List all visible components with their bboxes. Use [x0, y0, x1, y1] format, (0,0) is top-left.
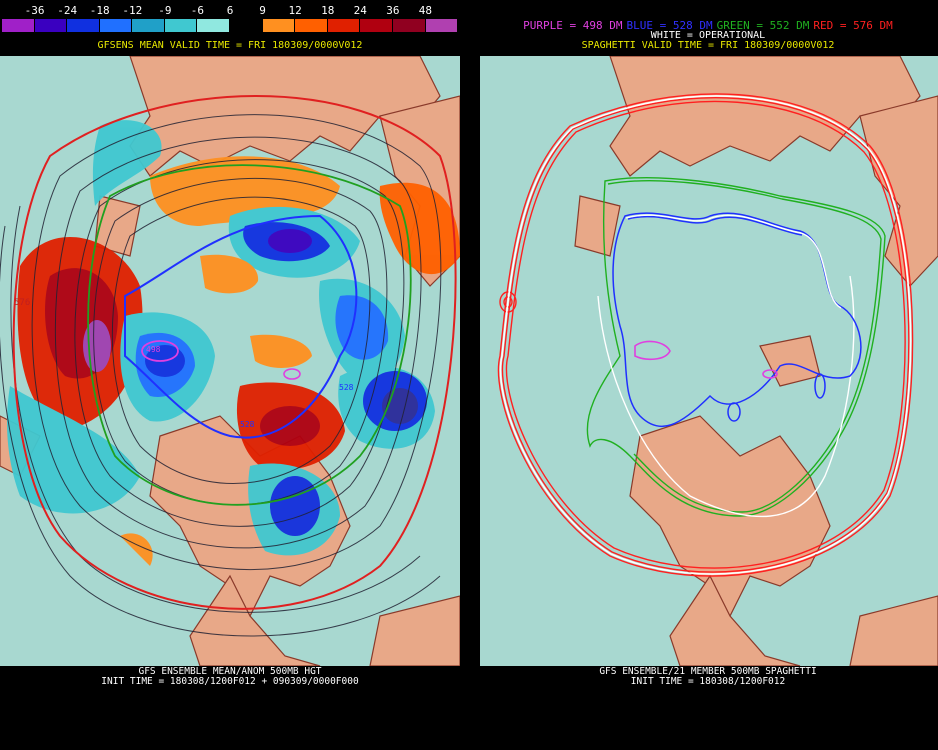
left-footer-line1: GFS ENSEMBLE MEAN/ANOM 500MB HGT — [138, 666, 322, 677]
legend-tick-0: -36 — [24, 4, 45, 17]
legend-swatch-2 — [67, 19, 100, 32]
spaghetti-528 — [612, 212, 862, 427]
legend-swatch-1 — [34, 19, 68, 32]
contour-552 — [87, 164, 412, 506]
legend-tick-4: -9 — [158, 4, 172, 17]
contour-576 — [12, 95, 457, 610]
legend-swatch-10 — [327, 19, 361, 32]
right-map-svg — [480, 56, 938, 666]
spaghetti-legend-item-0: PURPLE = 498 DM — [523, 19, 623, 32]
legend-swatch-6 — [197, 19, 231, 32]
legend-tick-9: 18 — [321, 4, 335, 17]
contour-498 — [141, 340, 179, 362]
legend-tick-11: 36 — [386, 4, 400, 17]
left-panel-title: GFSENS MEAN VALID TIME = FRI 180309/0000… — [97, 40, 363, 51]
legend-tick-8: 12 — [288, 4, 302, 17]
legend-tick-10: 24 — [353, 4, 367, 17]
legend-tick-3: -12 — [122, 4, 143, 17]
legend-swatch-3 — [99, 19, 133, 32]
contour-498-small — [283, 368, 301, 380]
spaghetti-552 — [586, 177, 886, 517]
label-528-b: 528 — [240, 420, 255, 429]
legend-tick-2: -18 — [89, 4, 110, 17]
spaghetti-legend-item-1: BLUE = 528 DM — [626, 19, 713, 32]
legend-tick-5: -6 — [190, 4, 205, 17]
label-528-a: 528 — [339, 383, 354, 392]
spaghetti-legend: PURPLE = 498 DM BLUE = 528 DM GREEN = 552 … — [480, 19, 936, 32]
legend-swatch-7 — [230, 19, 263, 32]
spaghetti-legend-item-2: GREEN = 552 DM — [716, 19, 810, 32]
legend-swatch-12 — [392, 19, 426, 32]
legend-swatch-8 — [262, 19, 296, 32]
legend-swatch-5 — [164, 19, 198, 32]
legend-swatch-11 — [360, 19, 393, 32]
operational-legend: WHITE = OPERATIONAL — [650, 30, 766, 41]
contour-528 — [124, 214, 358, 439]
legend-swatch-13 — [425, 19, 459, 32]
legend-tick-6: 6 — [226, 4, 234, 17]
left-map-svg: 576 498 528 528 — [0, 56, 460, 666]
legend-tick-7: 9 — [259, 4, 266, 17]
left-footer-line2: INIT TIME = 180308/1200F012 + 090309/000… — [101, 676, 359, 687]
spaghetti-498 — [634, 340, 778, 379]
legend-tick-12: 48 — [418, 4, 433, 17]
spaghetti-576 — [497, 93, 914, 577]
right-footer-line1: GFS ENSEMBLE/21 MEMBER 500MB SPAGHETTI — [599, 666, 817, 677]
height-contours — [0, 114, 442, 637]
spaghetti-legend-item-3: RED = 576 DM — [813, 19, 893, 32]
label-576: 576 — [14, 298, 30, 308]
operational-576 — [499, 95, 912, 575]
legend-swatch-0 — [2, 19, 35, 32]
right-footer-line2: INIT TIME = 180308/1200F012 — [630, 676, 786, 687]
left-anomaly-map: 576 498 528 528 — [0, 56, 460, 666]
operational-528 — [625, 214, 842, 309]
legend-swatch-9 — [295, 19, 328, 32]
legend-tick-1: -24 — [57, 4, 78, 17]
anomaly-legend-ticks: -36 -24 -18 -12 -9 -6 6 9 12 18 24 36 48 — [0, 4, 460, 18]
label-498: 498 — [146, 345, 161, 354]
right-panel-title: SPAGHETTI VALID TIME = FRI 180309/0000V0… — [581, 40, 835, 51]
right-spaghetti-map — [480, 56, 938, 666]
anomaly-color-bar — [2, 19, 459, 32]
legend-swatch-4 — [132, 19, 165, 32]
